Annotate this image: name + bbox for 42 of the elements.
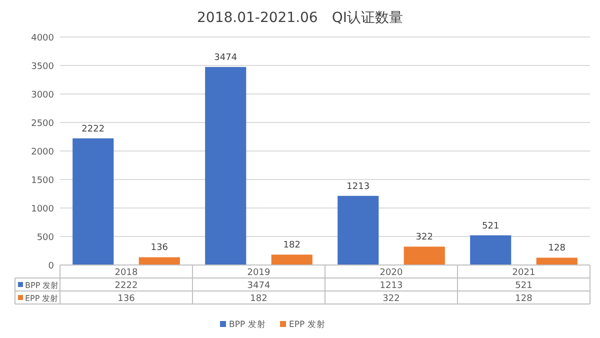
bar <box>470 235 512 265</box>
legend-label: EPP 发射 <box>289 319 326 330</box>
data-label: 128 <box>515 294 533 304</box>
annotation: 1213 <box>346 182 370 192</box>
data-label: 322 <box>382 294 400 304</box>
y-tick-label: 2500 <box>31 119 54 129</box>
bar <box>338 196 379 265</box>
data-label: 136 <box>118 294 136 304</box>
x-tick-label: 2021 <box>512 268 536 278</box>
bar <box>536 258 578 265</box>
data-label: 3474 <box>247 281 270 291</box>
y-tick-label: 0 <box>48 262 54 272</box>
annotation: 322 <box>416 232 433 243</box>
bar <box>205 66 246 265</box>
annotation: 521 <box>482 221 500 232</box>
text: EPP 发射 <box>25 294 58 303</box>
annotation: 128 <box>548 244 566 254</box>
bar <box>404 246 445 265</box>
y-tick-label: 500 <box>36 233 54 243</box>
data-label: 1213 <box>380 281 403 291</box>
data-label: 182 <box>250 294 268 304</box>
y-tick-label: 2000 <box>31 148 54 158</box>
x-tick-label: 2019 <box>247 268 270 278</box>
y-tick-label: 1500 <box>31 176 54 186</box>
annotation: 3474 <box>214 52 238 63</box>
legend-label: BPP 发射 <box>25 281 59 290</box>
y-tick-label: 3500 <box>31 62 54 72</box>
text: BPP 发射 <box>229 320 266 330</box>
annotation: 2222 <box>82 124 105 134</box>
x-tick-label: 2020 <box>380 268 403 278</box>
chart-title: 2018.01-2021.06 QI认证数量 <box>197 10 403 26</box>
data-label: 521 <box>515 281 532 291</box>
bar <box>271 254 312 265</box>
y-tick-label: 3000 <box>31 90 54 100</box>
data-label: 2222 <box>114 281 138 291</box>
annotation: 136 <box>150 243 168 254</box>
x-tick-label: 2018 <box>114 268 138 278</box>
bar <box>138 257 180 265</box>
y-tick-label: 4000 <box>31 34 54 44</box>
annotation: 182 <box>283 240 300 251</box>
y-tick-label: 1000 <box>31 204 54 214</box>
bar <box>72 138 114 265</box>
